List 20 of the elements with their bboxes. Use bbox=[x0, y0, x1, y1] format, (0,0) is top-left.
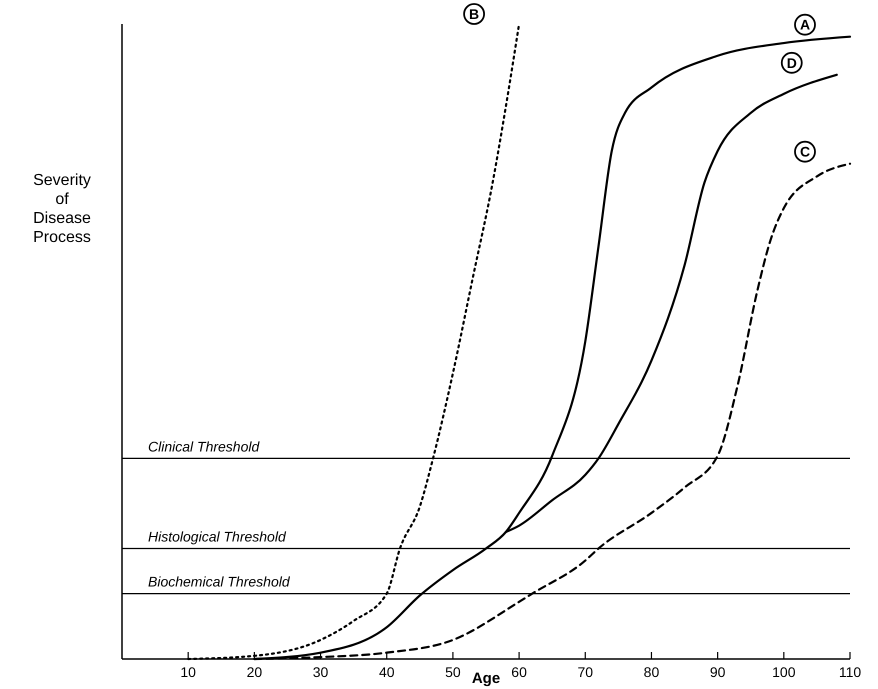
x-tick-label: 50 bbox=[445, 664, 461, 680]
ref-line-label: Histological Threshold bbox=[148, 528, 287, 545]
x-tick-label: 10 bbox=[180, 664, 196, 680]
text: B bbox=[469, 6, 480, 22]
x-tick-label: 90 bbox=[710, 664, 726, 680]
x-axis-title: Age bbox=[472, 670, 500, 687]
x-tick-label: 100 bbox=[772, 664, 796, 680]
x-tick-label: 80 bbox=[644, 664, 660, 680]
x-tick-label: 60 bbox=[511, 664, 528, 680]
series-label: C bbox=[800, 144, 810, 160]
x-tick-label: 20 bbox=[246, 664, 262, 680]
x-tick-label: 30 bbox=[312, 664, 329, 680]
x-tick-label: 70 bbox=[577, 664, 594, 680]
series-label: A bbox=[800, 16, 810, 33]
x-tick-label: 40 bbox=[378, 664, 395, 680]
ref-line-label: Clinical Threshold bbox=[148, 438, 260, 454]
x-tick-label: 110 bbox=[838, 664, 862, 680]
ref-line-label: Biochemical Threshold bbox=[148, 574, 291, 590]
series-label: D bbox=[786, 54, 797, 71]
y-axis-title: Severity of Disease Process bbox=[33, 172, 91, 246]
